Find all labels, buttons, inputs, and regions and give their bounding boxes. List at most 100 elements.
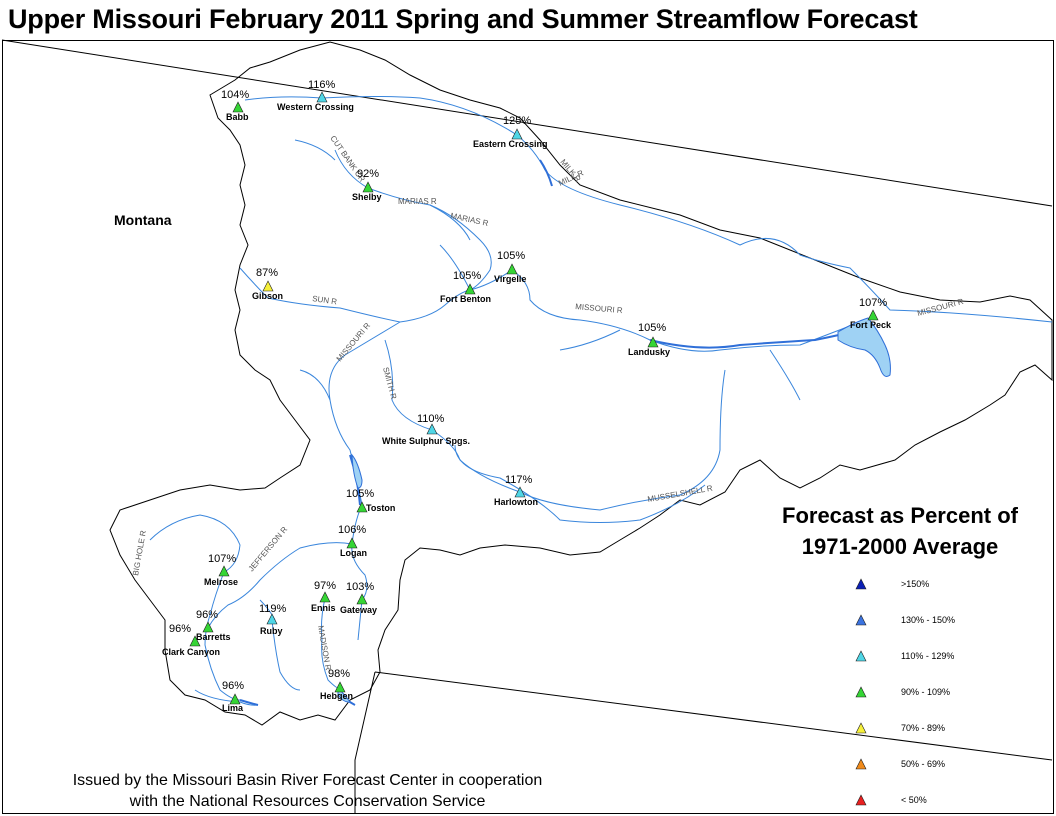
map-title: Upper Missouri February 2011 Spring and …: [8, 4, 918, 34]
station-lima: 96% Lima: [222, 680, 244, 713]
triangle-icon: [855, 650, 867, 662]
station-clark-canyon: 96% Clark Canyon: [162, 623, 220, 657]
canyon-ferry-lake: [351, 453, 363, 489]
canada-border-line: [1, 39, 1053, 207]
station-marker: [362, 181, 374, 193]
madison-river: [320, 597, 341, 689]
station-name: Eastern Crossing: [473, 139, 548, 149]
station-name: Lima: [222, 703, 244, 713]
smith-river: [384, 339, 433, 431]
station-landusky: 105% Landusky: [628, 322, 670, 357]
gallatin-river: [351, 504, 368, 641]
legend-label: < 50%: [901, 795, 927, 805]
milk-river: [244, 96, 1053, 323]
station-marker: [356, 593, 368, 605]
river-label: SUN R: [312, 294, 338, 306]
river-label: MISSOURI R: [575, 302, 623, 315]
river-label: JEFFERSON R: [247, 525, 290, 574]
state-boundaries: [1, 39, 1053, 814]
main-stem: [239, 159, 861, 706]
marias-river: [294, 139, 492, 291]
station-name: Western Crossing: [277, 102, 354, 112]
station-hebgen: 98% Hebgen: [320, 668, 353, 701]
map-frame: [2, 40, 1054, 814]
station-marker: [189, 635, 201, 647]
station-percent: 116%: [308, 79, 336, 91]
station-eastern-crossing: 125% Eastern Crossing: [473, 115, 548, 149]
station-name: Logan: [340, 548, 367, 558]
jefferson-river: [207, 542, 353, 629]
sun-river: [239, 267, 471, 323]
station-name: Babb: [226, 112, 249, 122]
river-label: MARIAS R: [398, 197, 437, 206]
station-logan: 106% Logan: [338, 524, 367, 558]
station-ruby: 119% Ruby: [259, 603, 287, 636]
station-name: Toston: [366, 503, 395, 513]
station-percent: 104%: [221, 89, 249, 101]
station-name: Clark Canyon: [162, 647, 220, 657]
triangle-icon: [855, 686, 867, 698]
footer-line1: Issued by the Missouri Basin River Forec…: [72, 772, 543, 789]
station-name: Shelby: [352, 192, 382, 202]
station-name: Melrose: [204, 577, 238, 587]
river-network: [149, 96, 1053, 706]
station-marker: [262, 280, 274, 292]
station-marker: [426, 423, 438, 435]
station-percent: 107%: [208, 553, 236, 565]
fort-peck-lake: [837, 317, 891, 377]
station-percent: 105%: [346, 488, 374, 500]
station-toston: 105% Toston: [346, 488, 395, 513]
triangle-icon: [855, 794, 867, 806]
station-marker: [867, 309, 879, 321]
station-fort-benton: 105% Fort Benton: [440, 270, 491, 304]
legend-label: 90% - 109%: [901, 687, 951, 697]
station-percent: 92%: [357, 168, 379, 180]
station-name: Hebgen: [320, 691, 353, 701]
river-label: SMITH R: [381, 366, 398, 400]
big-hole-river: [149, 514, 241, 573]
station-percent: 117%: [505, 474, 533, 486]
station-western-crossing: 116% Western Crossing: [277, 79, 354, 112]
station-fort-peck: 107% Fort Peck: [850, 297, 892, 330]
beaverhead-river: [204, 571, 241, 701]
station-marker: [319, 591, 331, 603]
legend-label: 50% - 69%: [901, 759, 946, 769]
red-rock-river: [194, 689, 259, 706]
station-name: Gibson: [252, 291, 283, 301]
river-label: MADISON R: [316, 625, 333, 671]
station-name: Gateway: [340, 605, 377, 615]
idaho-border-line: [354, 671, 376, 814]
station-name: Fort Benton: [440, 294, 491, 304]
legend-label: 70% - 89%: [901, 723, 946, 733]
station-melrose: 107% Melrose: [204, 553, 238, 587]
station-marker: [229, 693, 241, 705]
station-gateway: 103% Gateway: [340, 581, 377, 615]
river-label: MUSSELSHELL R: [647, 484, 714, 504]
station-shelby: 92% Shelby: [352, 168, 382, 202]
station-marker: [511, 128, 523, 140]
station-virgelle: 105% Virgelle: [494, 250, 526, 284]
cut-bank-creek: [334, 149, 471, 241]
legend-title-line2: 1971-2000 Average: [801, 534, 999, 559]
station-marker: [232, 101, 244, 113]
station-percent: 96%: [169, 623, 191, 635]
triangle-icon: [855, 758, 867, 770]
station-gibson: 87% Gibson: [252, 267, 283, 301]
station-marker: [346, 537, 358, 549]
reservoirs: [337, 317, 891, 703]
ruby-river: [271, 619, 301, 691]
station-name: Fort Peck: [850, 320, 892, 330]
footer-credit: Issued by the Missouri Basin River Forec…: [10, 770, 605, 812]
station-percent: 87%: [256, 267, 278, 279]
misc-tributaries: [259, 244, 801, 621]
station-name: Harlowton: [494, 497, 538, 507]
station-ennis: 97% Ennis: [311, 580, 336, 613]
station-name: Barretts: [196, 632, 231, 642]
station-name: Landusky: [628, 347, 670, 357]
triangle-icon: [855, 722, 867, 734]
station-percent: 96%: [222, 680, 244, 692]
station-harlowton: 117% Harlowton: [494, 474, 538, 507]
station-percent: 105%: [638, 322, 666, 334]
station-marker: [514, 486, 526, 498]
